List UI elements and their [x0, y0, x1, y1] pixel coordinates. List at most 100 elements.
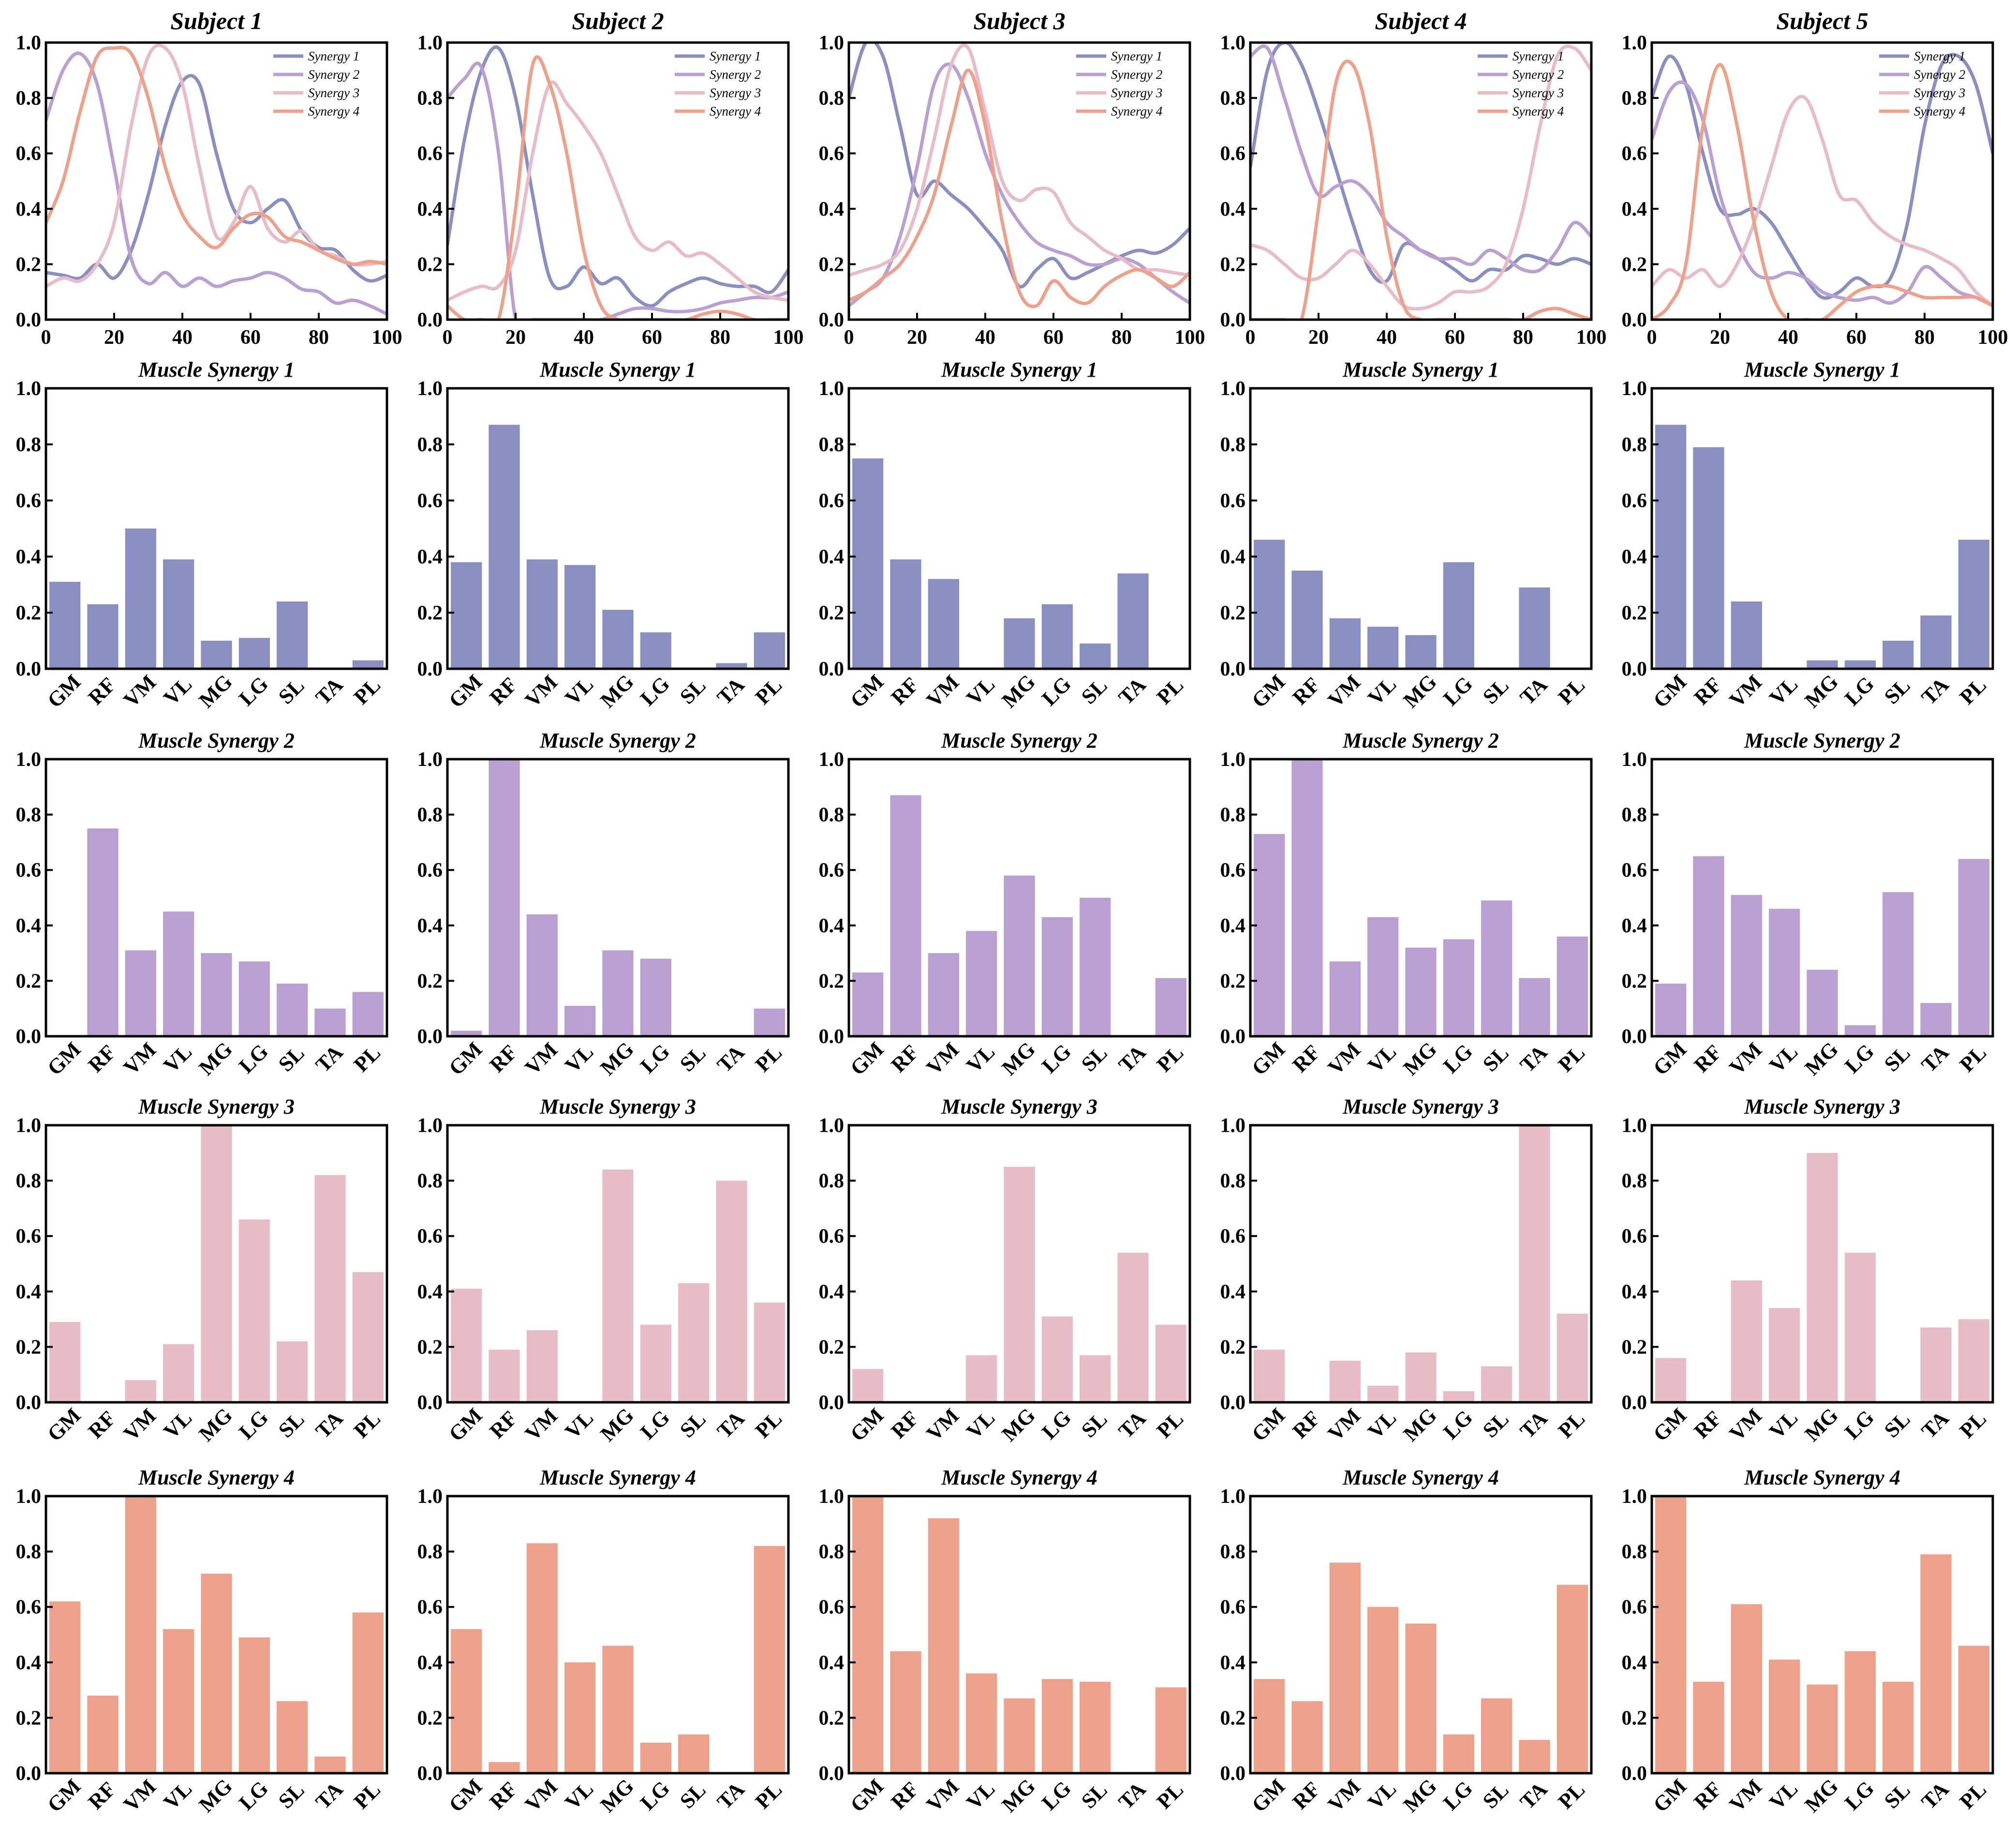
x-tick-label: SL [274, 1407, 309, 1442]
bar-mg [1807, 970, 1838, 1036]
bar-sl [277, 984, 308, 1036]
bar-gm [1655, 1496, 1687, 1773]
plot-frame [446, 387, 790, 670]
series-line-synergy-4 [447, 55, 788, 320]
plot-frame [44, 387, 388, 670]
y-tick-label: 0.0 [1220, 309, 1246, 331]
series-line-synergy-4 [849, 68, 1190, 309]
bar-vm [526, 1543, 558, 1773]
y-tick-label: 0.6 [16, 143, 42, 165]
bar-ta [314, 1008, 346, 1036]
x-tick-label: LG [1438, 1405, 1477, 1444]
x-tick-label: SL [1880, 1778, 1915, 1813]
bar-lg [1844, 1025, 1876, 1036]
y-tick-label: 0.4 [1220, 198, 1246, 221]
x-tick-label: LG [1438, 1776, 1477, 1815]
x-tick-label: PL [1955, 1407, 1991, 1442]
y-tick-label: 0.6 [417, 859, 443, 882]
x-tick-label: LG [1840, 1405, 1879, 1444]
y-tick-label: 0.4 [1220, 1652, 1246, 1674]
series-line-synergy-2 [46, 51, 387, 316]
chart-title: Subject 1 [170, 7, 262, 34]
plot-frame [1249, 387, 1593, 670]
bar-gm [1254, 540, 1285, 669]
y-tick-label: 0.6 [16, 1596, 42, 1618]
y-tick-label: 0.0 [819, 1763, 845, 1785]
x-tick-label: GM [1648, 1037, 1691, 1080]
y-tick-label: 1.0 [417, 749, 443, 771]
chart-title: Muscle Synergy 2 [941, 729, 1097, 752]
chart-title: Muscle Synergy 2 [1342, 729, 1499, 752]
bar-pl [1556, 936, 1588, 1036]
bar-vl [564, 1662, 596, 1773]
y-tick-label: 0.4 [1220, 1281, 1246, 1303]
x-tick-label: VL [1363, 1406, 1401, 1443]
y-tick-label: 0.2 [1220, 253, 1246, 276]
x-tick-label: VL [962, 672, 999, 710]
bar-lg [640, 958, 671, 1036]
y-tick-label: 0.6 [1622, 490, 1647, 512]
bar-lg [1443, 1734, 1474, 1773]
x-tick-label: MG [1399, 1774, 1441, 1817]
y-tick-label: 0.0 [819, 1392, 845, 1414]
x-tick-label: RF [1288, 1040, 1325, 1077]
x-tick-label: GM [444, 1774, 487, 1817]
x-tick-label: MG [1800, 1774, 1843, 1817]
x-tick-label: VM [1725, 1404, 1766, 1445]
x-tick-label: GM [845, 1037, 888, 1080]
bar-mg [1004, 1166, 1035, 1402]
y-tick-label: 1.0 [1622, 1485, 1647, 1508]
plot-frame [847, 1124, 1191, 1404]
x-tick-label: 20 [505, 326, 526, 349]
chart-title: Muscle Synergy 4 [1342, 1466, 1499, 1489]
x-tick-label: LG [234, 672, 273, 710]
plot-frame [44, 41, 388, 321]
bar-pl [1958, 1646, 1989, 1773]
chart-title: Muscle Synergy 1 [1342, 358, 1499, 382]
legend-label: Synergy 2 [1512, 67, 1564, 82]
x-tick-label: GM [1247, 1774, 1290, 1817]
x-tick-label: VL [560, 672, 598, 710]
bar-rf [489, 425, 520, 669]
y-tick-label: 0.8 [417, 434, 443, 456]
y-tick-label: 0.2 [1622, 1707, 1647, 1729]
y-tick-label: 0.2 [1622, 602, 1647, 624]
x-tick-label: MG [997, 1774, 1040, 1817]
x-tick-label: TA [1114, 673, 1151, 709]
y-tick-label: 0.0 [16, 1763, 42, 1785]
y-tick-label: 0.4 [1622, 546, 1647, 568]
plot-frame [847, 758, 1191, 1038]
x-tick-label: GM [1648, 670, 1691, 712]
y-tick-label: 0.4 [819, 915, 845, 937]
x-tick-label: MG [997, 670, 1040, 712]
y-tick-label: 0.6 [16, 1225, 42, 1248]
x-tick-label: 40 [1377, 326, 1397, 349]
bar-pl [754, 632, 785, 669]
x-tick-label: VL [159, 672, 196, 710]
x-tick-label: VM [520, 1038, 562, 1079]
y-tick-label: 0.8 [1622, 88, 1647, 110]
x-tick-label: PL [1554, 1407, 1589, 1442]
x-tick-label: 60 [642, 326, 662, 349]
y-tick-label: 0.2 [819, 1336, 845, 1358]
y-tick-label: 0.2 [1220, 1336, 1246, 1358]
x-tick-label: GM [845, 670, 888, 712]
chart-title: Muscle Synergy 4 [941, 1466, 1097, 1489]
y-tick-label: 0.4 [16, 1652, 42, 1674]
x-tick-label: LG [1037, 1039, 1076, 1078]
y-tick-label: 0.8 [1622, 1541, 1647, 1563]
y-tick-label: 0.4 [819, 1281, 845, 1303]
y-tick-label: 0.2 [1220, 970, 1246, 992]
y-tick-label: 1.0 [1220, 1485, 1246, 1508]
x-tick-label: VM [119, 1775, 161, 1816]
x-tick-label: RF [887, 1406, 923, 1443]
x-tick-label: VL [1764, 1406, 1802, 1443]
chart-title: Muscle Synergy 1 [1744, 358, 1900, 382]
y-tick-label: 1.0 [16, 32, 42, 54]
y-tick-label: 0.2 [417, 253, 443, 276]
